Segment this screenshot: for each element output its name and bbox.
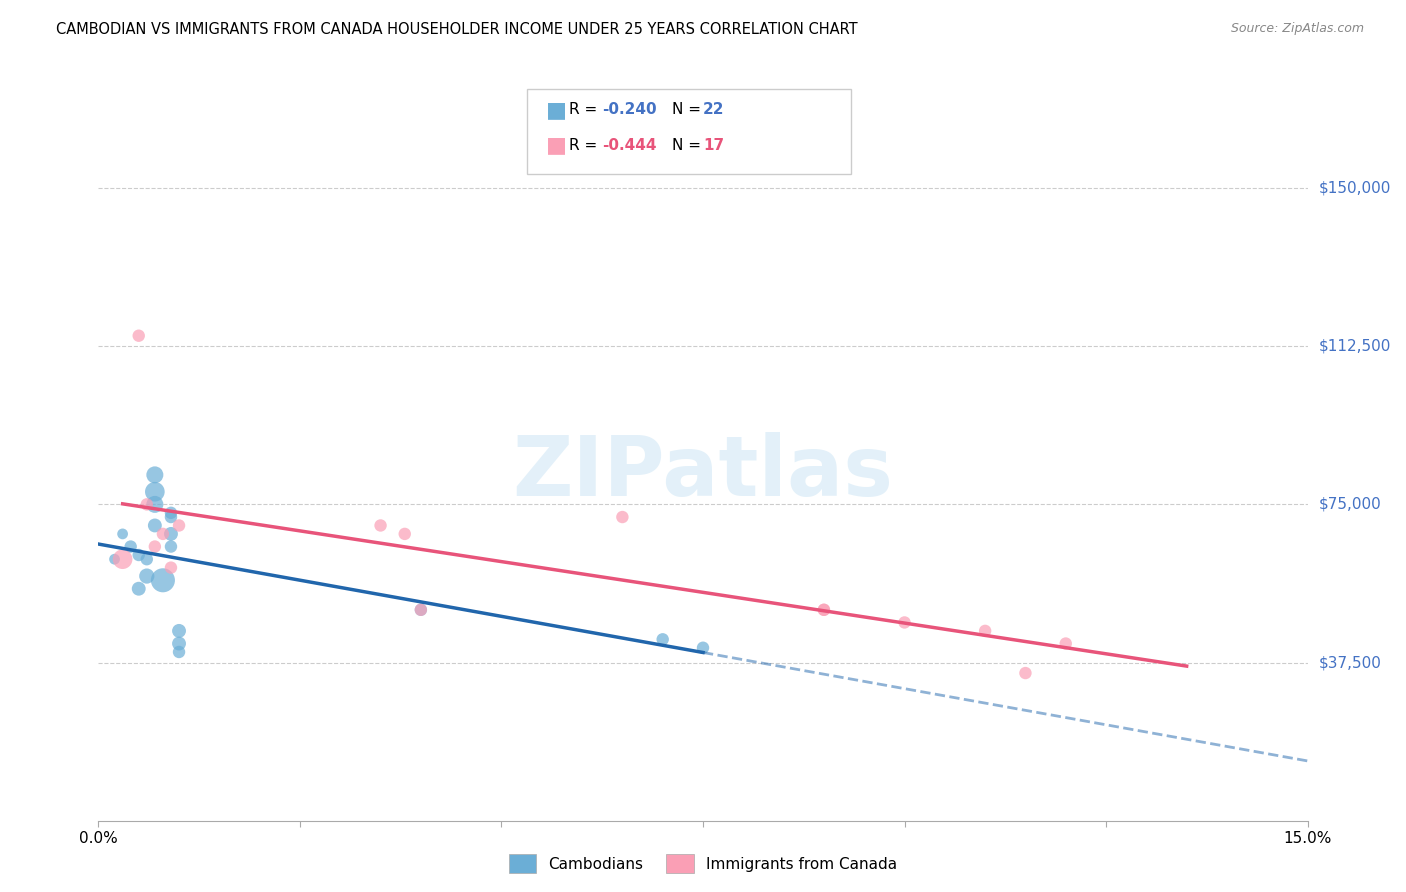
Point (128, 328, 150, 343)
Point (692, 640, 714, 655)
Point (160, 506, 183, 520)
Text: 17: 17 (703, 138, 724, 153)
Point (1014, 666, 1036, 681)
Point (135, 497, 157, 511)
Legend: Cambodians, Immigrants from Canada: Cambodians, Immigrants from Canada (503, 848, 903, 880)
Point (167, 645, 190, 659)
Text: N =: N = (672, 138, 706, 153)
Point (120, 540, 142, 554)
Point (160, 560, 183, 574)
Point (152, 527, 174, 541)
Text: $75,000: $75,000 (1319, 497, 1382, 512)
Text: $37,500: $37,500 (1319, 655, 1382, 670)
Text: ZIPatlas: ZIPatlas (513, 433, 893, 513)
Point (612, 510, 634, 524)
Point (651, 632, 673, 647)
Point (893, 615, 915, 630)
Text: $150,000: $150,000 (1319, 181, 1391, 195)
Text: $112,500: $112,500 (1319, 339, 1391, 354)
Point (152, 574, 174, 588)
Text: R =: R = (569, 138, 603, 153)
Point (813, 603, 835, 617)
Point (974, 624, 997, 638)
Point (813, 603, 835, 617)
Text: -0.240: -0.240 (602, 103, 657, 117)
Point (111, 527, 134, 541)
Point (103, 552, 125, 566)
Text: Source: ZipAtlas.com: Source: ZipAtlas.com (1230, 22, 1364, 36)
Point (409, 603, 432, 617)
Point (394, 527, 416, 541)
Point (143, 467, 166, 482)
Text: ■: ■ (546, 136, 567, 155)
Text: N =: N = (672, 103, 706, 117)
Point (128, 582, 150, 596)
Text: -0.444: -0.444 (602, 138, 657, 153)
Text: 22: 22 (703, 103, 724, 117)
Point (143, 518, 166, 533)
Point (143, 484, 166, 499)
Point (111, 552, 134, 566)
Point (143, 540, 166, 554)
Text: ■: ■ (546, 100, 567, 120)
Point (167, 518, 190, 533)
Point (135, 569, 157, 583)
Point (128, 548, 150, 562)
Point (167, 636, 190, 650)
Point (1054, 636, 1077, 650)
Text: CAMBODIAN VS IMMIGRANTS FROM CANADA HOUSEHOLDER INCOME UNDER 25 YEARS CORRELATIO: CAMBODIAN VS IMMIGRANTS FROM CANADA HOUS… (56, 22, 858, 37)
Point (160, 527, 183, 541)
Point (167, 624, 190, 638)
Point (370, 518, 392, 533)
Point (143, 497, 166, 511)
Point (160, 540, 183, 554)
Point (409, 603, 432, 617)
Point (160, 510, 183, 524)
Text: R =: R = (569, 103, 603, 117)
Point (135, 552, 157, 566)
